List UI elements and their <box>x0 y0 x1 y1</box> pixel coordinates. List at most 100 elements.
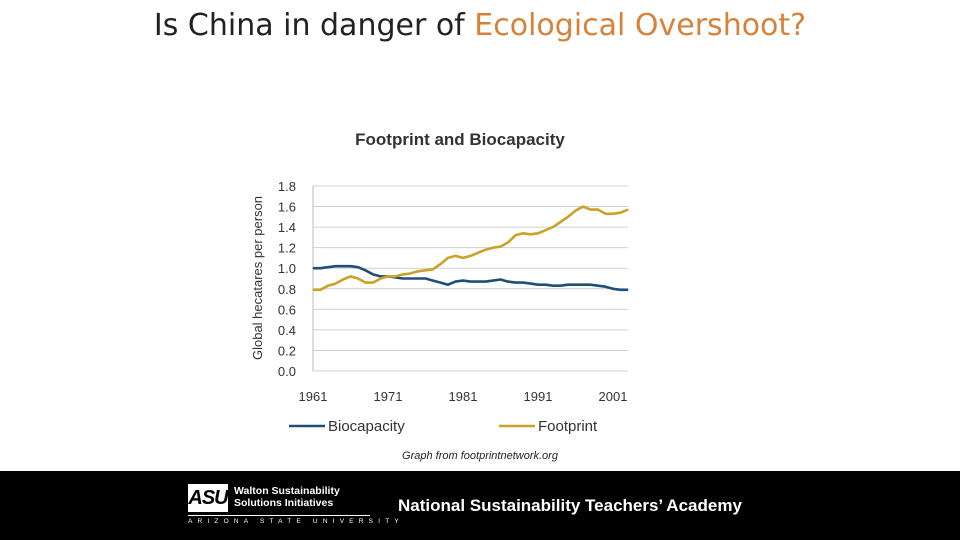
x-tick-label: 1971 <box>374 389 403 404</box>
biocapacity-point <box>454 281 457 283</box>
footprint-point <box>454 255 457 257</box>
biocapacity-point <box>604 286 607 288</box>
biocapacity-point <box>439 282 442 284</box>
footprint-point <box>544 229 547 231</box>
y-tick-label: 1.2 <box>278 241 296 256</box>
y-tick-labels: 1.8 1.6 1.4 1.2 1.0 0.8 0.6 0.4 0.2 0.0 <box>278 179 296 379</box>
footprint-point <box>312 289 314 291</box>
biocapacity-point <box>507 281 509 283</box>
biocapacity-point <box>544 284 547 286</box>
footprint-point <box>589 209 592 211</box>
footprint-point <box>379 277 382 280</box>
legend-label-biocapacity: Biocapacity <box>328 418 405 435</box>
biocapacity-point <box>357 266 359 268</box>
footprint-point <box>364 282 367 284</box>
slide-title-prefix: Is China in danger of <box>153 8 475 43</box>
biocapacity-point <box>627 289 629 291</box>
footprint-point <box>492 247 494 249</box>
footprint-point <box>439 263 442 265</box>
y-tick-label: 0.8 <box>278 282 296 297</box>
biocapacity-point <box>432 280 434 282</box>
biocapacity-point <box>537 284 539 286</box>
biocapacity-point <box>417 277 419 280</box>
footprint-point <box>394 275 397 277</box>
footprint-point <box>499 246 502 248</box>
footprint-point <box>349 275 352 277</box>
footprint-point <box>462 257 464 259</box>
footprint-point <box>507 241 509 244</box>
footprint-point <box>447 257 449 259</box>
biocapacity-point <box>409 277 412 280</box>
slide-title-accent: Ecological Overshoot? <box>474 8 807 43</box>
biocapacity-point <box>574 284 577 286</box>
biocapacity-point <box>469 281 472 283</box>
y-tick-label: 1.0 <box>278 261 296 276</box>
graph-source-caption: Graph from footprintnetwork.org <box>402 450 558 462</box>
y-tick-label: 0.2 <box>278 343 296 358</box>
footprint-point <box>484 249 487 251</box>
x-tick-label: 2001 <box>599 389 628 404</box>
biocapacity-point <box>462 280 464 282</box>
y-tick-label: 1.4 <box>278 220 296 235</box>
footprint-point <box>432 268 434 270</box>
biocapacity-point <box>589 284 592 286</box>
biocapacity-line <box>313 264 628 292</box>
y-tick-label: 1.6 <box>278 200 296 215</box>
biocapacity-point <box>567 284 569 286</box>
footprint-line <box>313 205 629 292</box>
series-lines <box>312 205 629 292</box>
footprint-point <box>567 216 569 218</box>
biocapacity-point <box>372 273 374 275</box>
y-tick-label: 0.4 <box>278 323 296 338</box>
footprint-point <box>372 282 374 284</box>
biocapacity-point <box>364 269 367 271</box>
biocapacity-point <box>597 285 599 287</box>
footprint-point <box>477 252 479 254</box>
biocapacity-point <box>619 289 622 291</box>
footprint-point <box>574 210 577 212</box>
biocapacity-point <box>319 267 322 269</box>
asu-unit-line-2: Solutions Initiatives <box>234 497 334 509</box>
legend: Biocapacity Footprint <box>289 418 598 435</box>
asu-unit-line-1: Walton Sustainability <box>234 485 340 497</box>
footprint-point <box>552 226 554 228</box>
biocapacity-point <box>499 278 502 281</box>
biocapacity-point <box>477 281 479 283</box>
x-tick-label: 1991 <box>524 389 553 404</box>
footprint-point <box>327 285 329 287</box>
biocapacity-point <box>529 283 532 285</box>
legend-label-footprint: Footprint <box>538 418 598 435</box>
biocapacity-point <box>582 284 584 286</box>
footprint-point <box>342 278 344 281</box>
biocapacity-point <box>492 280 494 282</box>
slide-title: Is China in danger of Ecological Oversho… <box>0 8 960 43</box>
footprint-point <box>522 232 524 234</box>
footprint-point <box>619 212 622 214</box>
biocapacity-point <box>612 288 614 290</box>
footprint-point <box>402 273 404 275</box>
biocapacity-point <box>484 281 487 283</box>
biocapacity-point <box>312 267 314 269</box>
asu-walton-logo: ASU Walton Sustainability Solutions Init… <box>188 484 399 528</box>
footprint-point <box>604 213 607 215</box>
footprint-point <box>357 277 359 280</box>
footprint-point <box>334 283 337 285</box>
footprint-point <box>387 275 389 277</box>
footprint-point <box>582 206 584 208</box>
footprint-point <box>627 209 629 211</box>
biocapacity-point <box>514 282 517 284</box>
x-tick-label: 1981 <box>449 389 478 404</box>
footer-bar <box>0 471 960 540</box>
footprint-point <box>559 221 562 223</box>
biocapacity-point <box>379 275 382 277</box>
x-tick-labels: 1961 1971 1981 1991 2001 <box>299 389 628 404</box>
footprint-point <box>537 232 539 234</box>
biocapacity-point <box>522 282 524 284</box>
academy-name: National Sustainability Teachers’ Academ… <box>398 496 742 515</box>
footprint-point <box>612 213 614 215</box>
y-tick-label: 0.0 <box>278 364 296 379</box>
biocapacity-point <box>402 277 404 280</box>
y-tick-label: 1.8 <box>278 179 296 194</box>
footprint-point <box>529 233 532 235</box>
asu-logo-mark: ASU <box>188 484 229 512</box>
